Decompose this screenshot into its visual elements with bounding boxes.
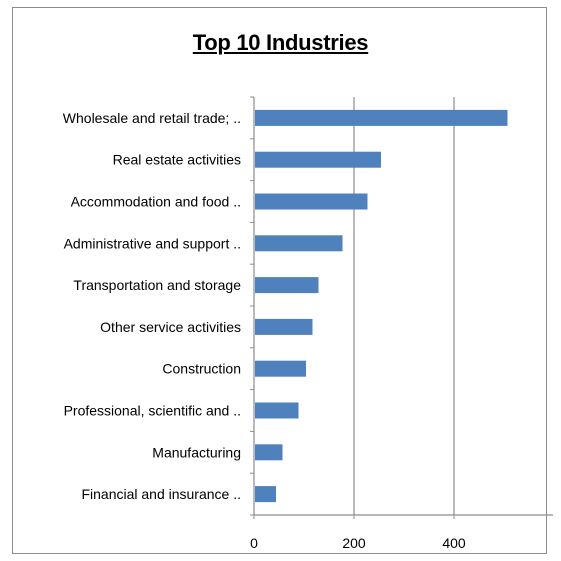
category-label: Administrative and support ..: [64, 235, 241, 251]
category-label: Manufacturing: [152, 444, 241, 460]
bar: [255, 193, 368, 210]
x-tick-label: 0: [250, 535, 258, 551]
x-tick-labels: 0 200 400: [250, 535, 466, 551]
category-label: Financial and insurance ..: [81, 486, 241, 502]
bars: [255, 109, 508, 503]
axes: [250, 96, 553, 519]
bar: [255, 486, 276, 503]
bar: [255, 360, 306, 377]
category-label: Real estate activities: [113, 152, 241, 168]
bar: [255, 318, 313, 335]
category-labels: Wholesale and retail trade; .. Real estat…: [63, 110, 241, 502]
bar: [255, 277, 319, 294]
bar: [255, 151, 381, 168]
category-label: Other service activities: [100, 319, 241, 335]
category-label: Wholesale and retail trade; ..: [63, 110, 241, 126]
bar: [255, 235, 343, 252]
category-label: Construction: [162, 361, 241, 377]
chart-title: Top 10 Industries: [192, 30, 369, 55]
x-tick-label: 400: [442, 535, 466, 551]
x-tick-label: 200: [342, 535, 366, 551]
bar: [255, 402, 299, 419]
bar: [255, 109, 508, 126]
bar: [255, 444, 283, 461]
category-label: Transportation and storage: [73, 277, 241, 293]
category-label: Professional, scientific and ..: [64, 403, 241, 419]
category-label: Accommodation and food ..: [71, 194, 241, 210]
